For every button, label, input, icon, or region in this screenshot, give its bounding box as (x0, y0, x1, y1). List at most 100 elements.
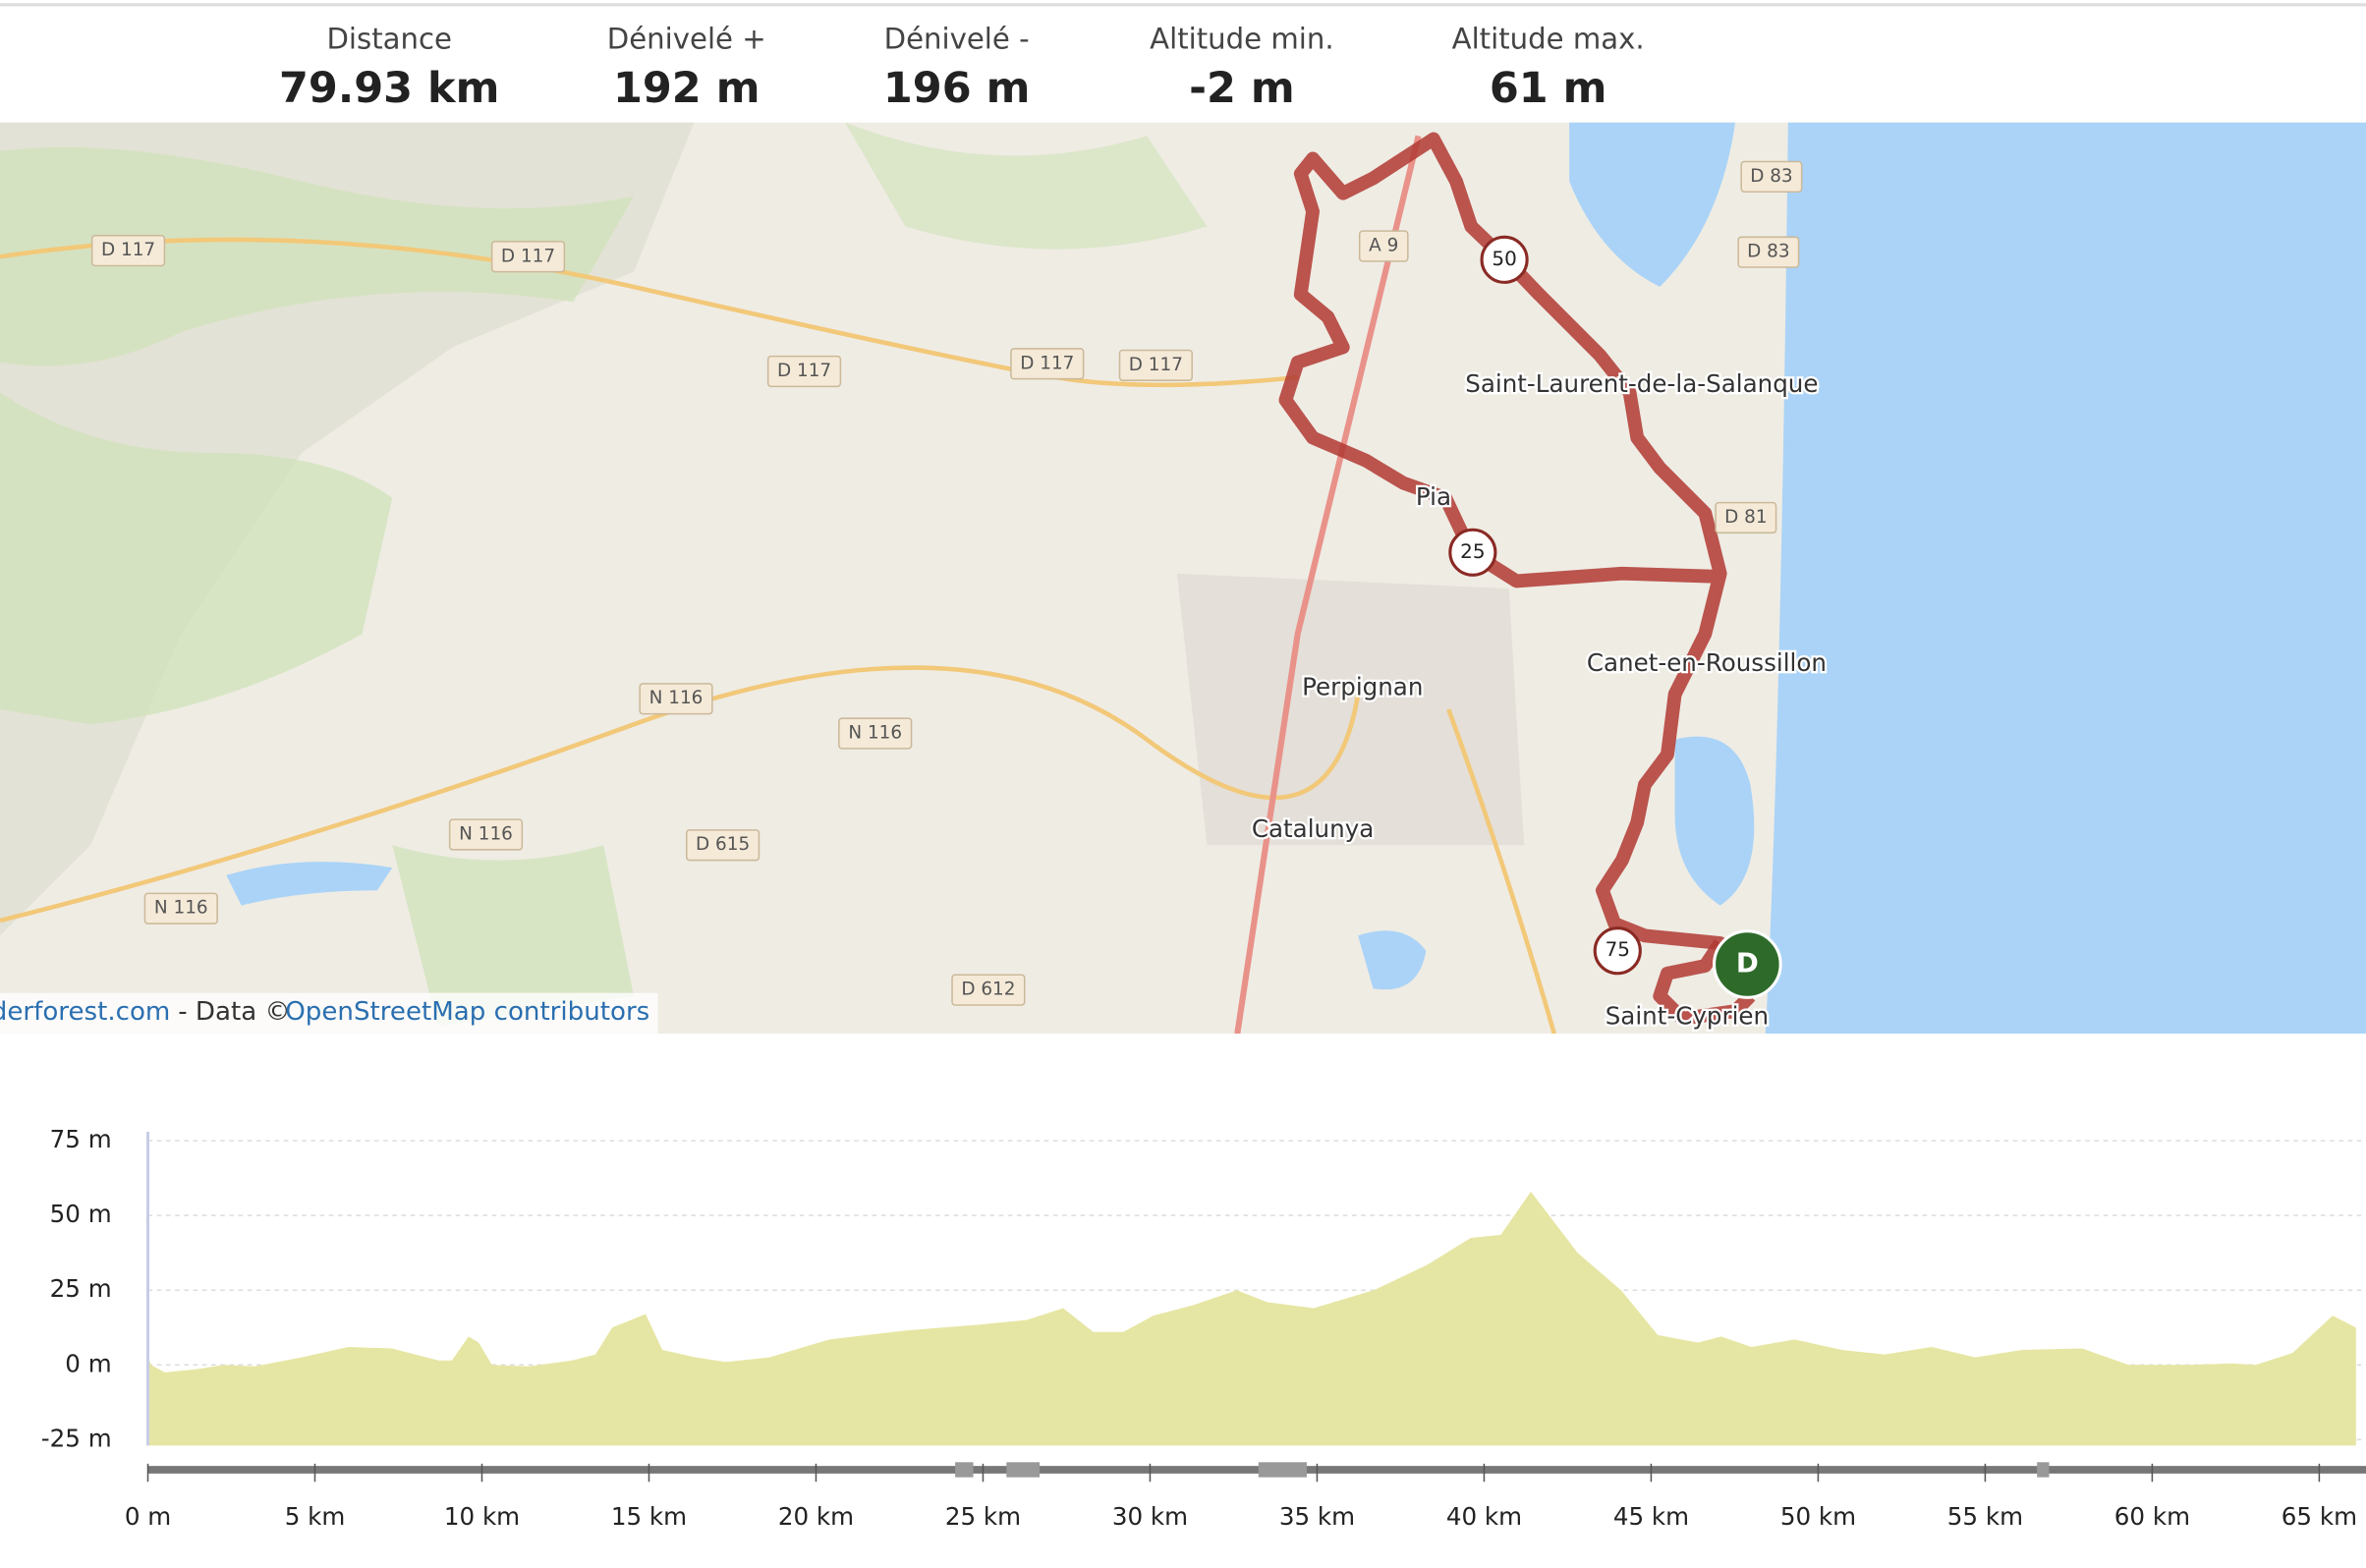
road-shield (1118, 349, 1193, 381)
stat-value: 79.93 km (279, 64, 499, 113)
road (0, 237, 1298, 388)
x-tick-label: 20 km (778, 1502, 854, 1531)
y-tick-label: -25 m (41, 1424, 112, 1452)
x-tick-label: 45 km (1613, 1502, 1689, 1531)
road-shield (143, 892, 218, 924)
road-label: D 117 (1129, 355, 1183, 375)
forest (0, 146, 634, 366)
lake (226, 862, 393, 906)
road-shield (1715, 501, 1777, 534)
attribution-link[interactable]: derforest.com (0, 997, 170, 1027)
surface-segment (1006, 1462, 1041, 1478)
road-shield (639, 683, 713, 715)
route (1278, 132, 1752, 972)
x-tick-label: 15 km (611, 1502, 687, 1531)
place-label: Canet-en-Roussillon (1587, 648, 1827, 677)
x-tick-label: 25 km (945, 1502, 1021, 1531)
y-tick-label: 75 m (50, 1125, 112, 1153)
road (1446, 708, 1557, 1035)
km-marker (1448, 528, 1497, 577)
km-marker-label: 25 (1460, 539, 1485, 563)
stat-label: Altitude min. (1150, 23, 1333, 56)
road-label: D 83 (1750, 166, 1792, 187)
road-shield (838, 717, 913, 750)
stat-value: 61 m (1490, 64, 1607, 113)
sea (1765, 122, 2366, 1035)
road-label: D 117 (101, 240, 155, 260)
road (0, 665, 1361, 924)
road-label: D 117 (777, 361, 831, 381)
place-label: Saint-Laurent-de-la-Salanque (1465, 369, 1818, 398)
forest (0, 392, 393, 725)
surface-segment (955, 1462, 974, 1478)
route (1653, 939, 1756, 1026)
stat-value: -2 m (1189, 64, 1295, 113)
road-shield (951, 974, 1026, 1006)
road-shield (1010, 348, 1085, 380)
forest (392, 845, 634, 1027)
lagoon (1674, 736, 1755, 906)
road-label: D 612 (961, 980, 1015, 1000)
y-tick-label: 0 m (65, 1349, 111, 1377)
road-label: A 9 (1369, 236, 1398, 256)
surface-segment (1258, 1462, 1307, 1478)
x-tick-label: 40 km (1446, 1502, 1522, 1531)
pond (1358, 930, 1427, 990)
x-tick-label: 60 km (2114, 1502, 2190, 1531)
stat-label: Dénivelé + (607, 23, 766, 56)
x-tick-label: 0 m (125, 1502, 171, 1531)
km-marker-label: 75 (1606, 937, 1630, 961)
x-tick-label: 5 km (285, 1502, 346, 1531)
urban (1176, 573, 1525, 846)
road-shield (1737, 236, 1800, 268)
surface-segment (2037, 1462, 2050, 1478)
stat-label: Dénivelé - (884, 23, 1030, 56)
km-marker (1593, 926, 1642, 976)
elevation-area (147, 1191, 2356, 1446)
motorway (1234, 135, 1422, 1035)
road-shield (1740, 160, 1803, 193)
place-label: Saint-Cyprien (1606, 1001, 1769, 1030)
x-tick-label: 50 km (1780, 1502, 1856, 1531)
road-shield (766, 355, 842, 388)
start-marker (1713, 929, 1782, 999)
road-label: D 81 (1724, 507, 1767, 528)
attribution-text: - Data © (178, 997, 290, 1027)
km-marker (1480, 235, 1529, 284)
map: derforest.com - Data © OpenStreetMap con… (0, 122, 2366, 1035)
stat-value: 192 m (613, 64, 760, 113)
road-label: D 615 (696, 834, 750, 855)
place-label: Catalunya (1252, 814, 1374, 843)
stat-label: Altitude max. (1452, 23, 1645, 56)
place-label: Pia (1416, 482, 1451, 511)
road-label: N 116 (459, 823, 513, 844)
lagoon (1569, 122, 1736, 287)
x-tick-label: 65 km (2282, 1502, 2357, 1531)
road-label: D 83 (1747, 242, 1789, 262)
road-label: N 116 (848, 723, 902, 744)
attribution-bg (0, 992, 658, 1035)
y-tick-label: 50 m (50, 1200, 112, 1228)
forest (845, 122, 1208, 250)
road-shield (490, 241, 566, 273)
x-tick-label: 30 km (1112, 1502, 1188, 1531)
road-shield (90, 234, 166, 267)
stat-label: Distance (326, 23, 452, 56)
road-shield (448, 818, 524, 851)
road-label: D 117 (1020, 353, 1074, 373)
y-tick-label: 25 m (50, 1274, 112, 1303)
km-marker-label: 50 (1492, 247, 1516, 270)
place-label: Perpignan (1302, 672, 1423, 700)
road-label: D 117 (501, 246, 555, 266)
road-label: N 116 (154, 898, 208, 919)
road-label: N 116 (649, 688, 704, 708)
stat-value: 196 m (883, 64, 1031, 113)
attribution-link[interactable]: OpenStreetMap contributors (285, 997, 649, 1027)
x-tick-label: 10 km (444, 1502, 520, 1531)
road-shield (685, 829, 760, 862)
start-marker-label: D (1736, 947, 1759, 980)
road-shield (1358, 230, 1409, 262)
x-tick-label: 35 km (1279, 1502, 1355, 1531)
